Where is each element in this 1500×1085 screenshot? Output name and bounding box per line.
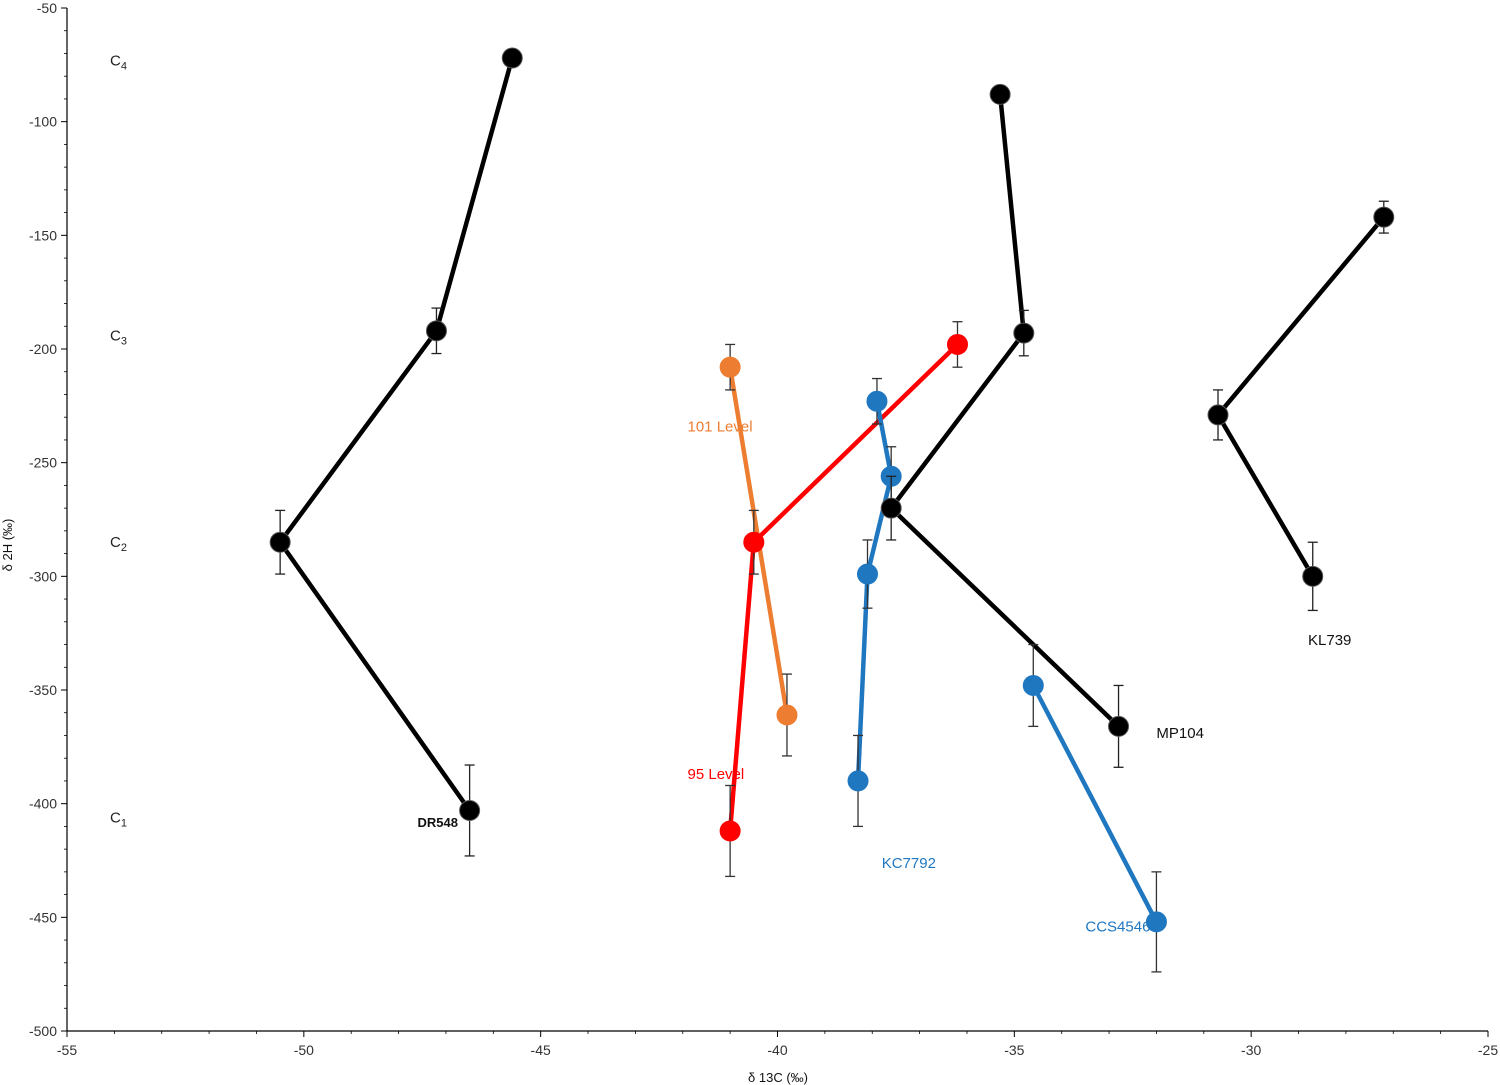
data-point (1145, 911, 1167, 933)
carbon-level-main: C (110, 327, 121, 344)
y-tick-label: -500 (29, 1023, 57, 1039)
series-95-level (719, 321, 968, 878)
data-point (1108, 715, 1130, 737)
y-tick-label: -200 (29, 341, 57, 357)
series-line (888, 94, 1121, 729)
data-point (269, 531, 291, 553)
series-line (1215, 215, 1386, 578)
data-point (847, 770, 869, 792)
x-axis-title: δ 13C (‰) (748, 1070, 808, 1085)
y-tick-label: -450 (29, 909, 57, 925)
carbon-level-main: C (110, 534, 121, 551)
data-point (743, 531, 765, 553)
series-label: MP104 (1156, 725, 1204, 742)
series-label: KL739 (1308, 632, 1351, 649)
x-tick-label: -55 (57, 1042, 77, 1058)
series-line (277, 57, 515, 812)
carbon-level-label: C1 (110, 809, 127, 829)
y-tick-label: -400 (29, 796, 57, 812)
data-point (501, 47, 523, 69)
data-point (425, 320, 447, 342)
y-tick-label: -50 (37, 0, 57, 16)
x-tick-label: -50 (294, 1042, 314, 1058)
carbon-level-main: C (110, 809, 121, 826)
x-tick-label: -30 (1241, 1042, 1261, 1058)
axes: -50-100-150-200-250-300-350-400-450-500-… (29, 0, 1498, 1058)
data-point (1302, 565, 1324, 587)
data-point (1013, 322, 1035, 344)
carbon-level-label: C3 (110, 327, 127, 347)
data-point (880, 497, 902, 519)
carbon-level-main: C (110, 52, 121, 69)
carbon-level-label: C4 (110, 52, 127, 72)
y-tick-label: -350 (29, 682, 57, 698)
series-dr548 (269, 47, 523, 857)
series-label: 101 Level (688, 418, 753, 435)
carbon-level-sub: 2 (121, 542, 127, 554)
series-ccs4546 (1022, 643, 1167, 973)
y-axis-title: δ 2H (‰) (0, 519, 15, 572)
carbon-level-sub: 4 (121, 60, 127, 72)
y-tick-label: -250 (29, 455, 57, 471)
x-tick-label: -40 (767, 1042, 787, 1058)
y-tick-label: -300 (29, 568, 57, 584)
data-point (1207, 404, 1229, 426)
data-point (719, 820, 741, 842)
y-tick-label: -100 (29, 114, 57, 130)
carbon-level-label: C2 (110, 534, 127, 554)
series-line (1031, 684, 1159, 923)
carbon-level-sub: 1 (121, 817, 127, 829)
data-point (856, 563, 878, 585)
y-tick-label: -150 (29, 227, 57, 243)
data-point (1022, 674, 1044, 696)
series-kc7792 (847, 377, 902, 828)
data-point (459, 799, 481, 821)
series-label: 95 Level (688, 766, 745, 783)
series-kl739 (1207, 200, 1395, 612)
data-point (946, 333, 968, 355)
data-point (719, 356, 741, 378)
x-tick-label: -35 (1004, 1042, 1024, 1058)
data-point (866, 390, 888, 412)
series-line (855, 400, 894, 782)
series-layer (269, 47, 1395, 973)
series-label: KC7792 (882, 855, 936, 872)
carbon-level-sub: 3 (121, 335, 127, 347)
series-mp104 (880, 83, 1130, 768)
data-point (1373, 206, 1395, 228)
x-tick-label: -25 (1478, 1042, 1498, 1058)
x-tick-label: -45 (531, 1042, 551, 1058)
series-label: CCS4546 (1085, 918, 1150, 935)
data-point (776, 704, 798, 726)
series-label: DR548 (418, 815, 458, 830)
data-point (989, 83, 1011, 105)
